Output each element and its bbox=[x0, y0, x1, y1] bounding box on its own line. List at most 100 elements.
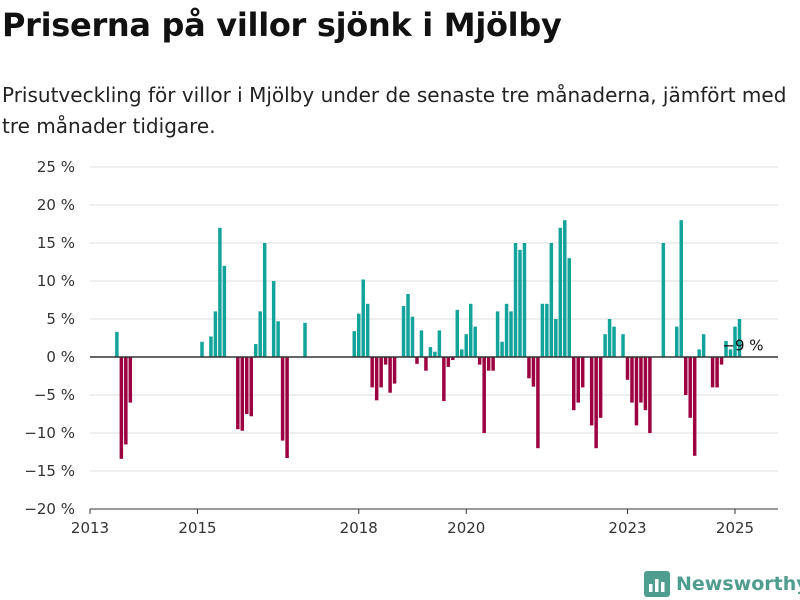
bar bbox=[518, 249, 522, 357]
chart-title: Priserna på villor sjönk i Mjölby bbox=[2, 6, 562, 44]
bar bbox=[710, 357, 715, 388]
y-tick-label: 15 % bbox=[37, 234, 75, 252]
bar bbox=[388, 357, 392, 393]
bar bbox=[280, 357, 285, 441]
bar bbox=[128, 357, 133, 403]
bar bbox=[253, 344, 258, 357]
bar bbox=[500, 341, 504, 357]
bar bbox=[576, 357, 580, 403]
bar bbox=[442, 357, 446, 402]
bar bbox=[580, 357, 585, 388]
bar bbox=[200, 341, 204, 357]
bar bbox=[486, 357, 491, 371]
bar bbox=[370, 357, 374, 388]
bar bbox=[428, 347, 433, 357]
bar bbox=[115, 331, 119, 357]
bar bbox=[692, 357, 697, 456]
bar bbox=[415, 357, 419, 364]
y-tick-label: −10 % bbox=[24, 424, 75, 442]
bar bbox=[460, 349, 464, 357]
bar bbox=[401, 306, 406, 357]
bar bbox=[589, 357, 594, 426]
bar bbox=[464, 334, 468, 357]
bar bbox=[419, 330, 424, 357]
y-tick-label: 20 % bbox=[37, 196, 75, 214]
bar bbox=[675, 326, 679, 357]
newsworthy-logo-icon bbox=[644, 571, 670, 597]
bar bbox=[572, 357, 576, 411]
bar bbox=[495, 311, 500, 357]
y-tick-label: −20 % bbox=[24, 500, 75, 518]
bar bbox=[724, 341, 728, 357]
bar bbox=[504, 303, 509, 357]
bar bbox=[509, 311, 513, 357]
bar bbox=[683, 357, 688, 395]
brand-logo: Newsworthy bbox=[644, 568, 800, 600]
y-tick-label: 0 % bbox=[46, 348, 75, 366]
bar bbox=[124, 357, 128, 445]
bar bbox=[540, 303, 545, 357]
latest-value-annotation: −9 % bbox=[722, 337, 763, 355]
bar bbox=[545, 303, 549, 357]
x-axis-tick-labels: 2013 2015 2018 2020 2023 2025 bbox=[71, 509, 754, 537]
bar bbox=[285, 357, 289, 459]
bar bbox=[621, 334, 625, 357]
bar bbox=[625, 357, 630, 380]
bar bbox=[213, 311, 218, 357]
bar bbox=[482, 357, 486, 433]
y-axis-tick-labels: −20 % −15 % −10 % −5 % 0 % 5 % 10 % 15 % 20 % 25 … bbox=[24, 158, 75, 518]
bar bbox=[303, 322, 307, 357]
bar bbox=[697, 349, 701, 357]
bars bbox=[115, 220, 742, 459]
axes bbox=[90, 356, 778, 510]
bar bbox=[612, 326, 616, 357]
bar bbox=[728, 349, 733, 357]
bar bbox=[383, 357, 388, 365]
bar bbox=[648, 357, 652, 433]
bar bbox=[567, 258, 572, 357]
bar bbox=[357, 313, 361, 357]
bar bbox=[249, 357, 253, 417]
bar bbox=[688, 357, 692, 418]
bar bbox=[433, 351, 437, 357]
x-tick-label: 2013 bbox=[71, 519, 109, 537]
x-tick-label: 2015 bbox=[178, 519, 216, 537]
y-tick-label: 25 % bbox=[37, 158, 75, 176]
y-tick-label: −15 % bbox=[24, 462, 75, 480]
bar bbox=[236, 357, 240, 430]
bar bbox=[271, 281, 276, 357]
bar bbox=[437, 330, 442, 357]
bar bbox=[554, 319, 558, 357]
bar bbox=[446, 357, 451, 367]
bar bbox=[733, 326, 737, 357]
x-tick-label: 2020 bbox=[447, 519, 485, 537]
bar bbox=[119, 357, 124, 459]
bar bbox=[643, 357, 648, 411]
bar bbox=[455, 309, 460, 357]
bar bbox=[536, 357, 540, 449]
bar bbox=[218, 227, 222, 357]
bar bbox=[639, 357, 643, 403]
bar bbox=[719, 357, 724, 365]
bar bbox=[365, 303, 370, 357]
bar bbox=[594, 357, 598, 449]
bar bbox=[276, 321, 280, 357]
bar bbox=[549, 243, 554, 357]
y-tick-label: 10 % bbox=[37, 272, 75, 290]
bar bbox=[361, 279, 365, 357]
bar bbox=[679, 220, 683, 357]
bar bbox=[737, 319, 742, 357]
bar bbox=[531, 357, 536, 387]
bar bbox=[715, 357, 719, 388]
bar bbox=[262, 243, 267, 357]
bar bbox=[209, 336, 213, 357]
bar bbox=[379, 357, 383, 388]
bar bbox=[558, 227, 563, 357]
bar bbox=[451, 357, 455, 361]
brand-name: Newsworthy bbox=[676, 573, 800, 595]
x-tick-label: 2025 bbox=[716, 519, 754, 537]
bar bbox=[424, 357, 428, 371]
bar bbox=[522, 243, 527, 357]
bar bbox=[491, 357, 495, 371]
